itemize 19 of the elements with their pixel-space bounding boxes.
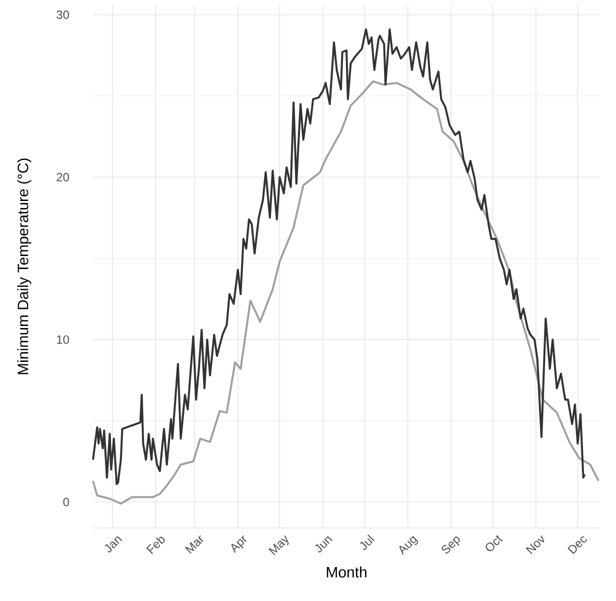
- y-tick-label: 10: [57, 335, 70, 344]
- x-tick-label: Aug: [399, 536, 418, 555]
- line-series: [92, 28, 586, 486]
- x-tick-label: Apr: [231, 535, 246, 553]
- x-tick-label: Jun: [315, 536, 332, 552]
- x-tick-label: Feb: [146, 536, 165, 554]
- x-tick-label: Jul: [360, 534, 374, 550]
- x-tick-label: Sep: [442, 536, 460, 554]
- y-tick-label: 20: [56, 172, 70, 182]
- x-tick-label: May: [268, 535, 289, 556]
- x-tick-label: Jan: [104, 536, 122, 552]
- y-tick-label: 30: [56, 10, 70, 19]
- x-tick-label: Mar: [185, 535, 204, 554]
- x-tick-label: Dec: [568, 536, 587, 554]
- x-axis-title: Month: [326, 566, 366, 578]
- y-tick-label: 0: [63, 498, 70, 506]
- y-axis-title: Minimum Daily Temperature (°C): [17, 158, 32, 374]
- x-tick-label: Nov: [526, 535, 544, 554]
- x-tick-label: Oct: [486, 535, 503, 552]
